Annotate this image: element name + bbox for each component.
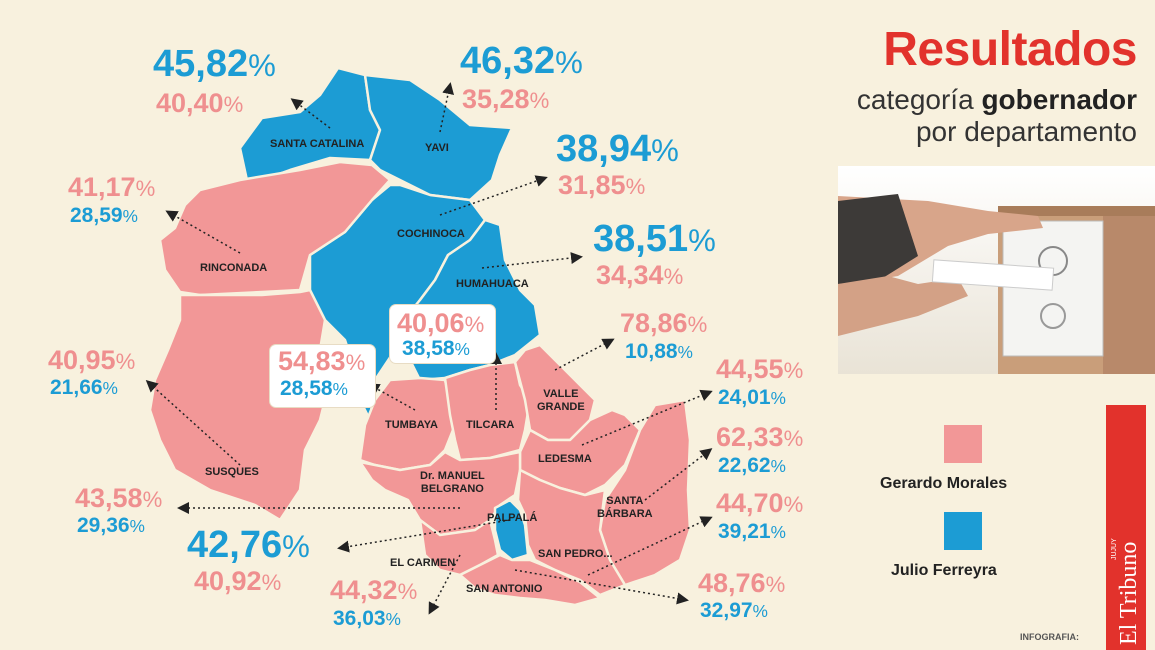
brand-region-text: JUJUY [1111,538,1118,560]
santa-catalina-ferreyra-pct: 45,82% [153,43,276,85]
tumbaya-ferreyra-pct: 28,58% [280,377,348,400]
brand-strip [1106,405,1146,650]
legend-label-ferreyra: Julio Ferreyra [891,562,997,579]
humahuaca-ferreyra-pct: 38,51% [593,218,716,260]
label-palpala: PALPALÁ [487,512,538,524]
san-antonio-ferreyra-pct: 32,97% [700,599,768,622]
palpala-ferreyra-pct: 42,76% [187,524,310,566]
santa-catalina-morales-pct: 40,40% [156,88,244,118]
page-subtitle: categoría gobernador por departamento [856,84,1137,148]
label-humahuaca: HUMAHUACA [456,278,529,290]
el-carmen-ferreyra-pct: 36,03% [333,607,401,630]
cochinoca-morales-pct: 31,85% [558,170,646,200]
page-title: Resultados [883,23,1137,76]
label-ledesma: LEDESMA [538,453,592,465]
ballot-box-photo [838,166,1155,374]
san-antonio-morales-pct: 48,76% [698,568,786,598]
label-cochinoca: COCHINOCA [397,228,465,240]
ledesma-ferreyra-pct: 24,01% [718,386,786,409]
dept-valle-grande[interactable] [513,343,597,442]
santa-barbara-morales-pct: 62,33% [716,422,804,452]
tilcara-morales-pct: 40,06% [397,308,485,338]
legend-swatch-ferreyra [944,512,982,550]
label-san-antonio: SAN ANTONIO [466,583,543,595]
dept-san-pedro[interactable] [516,468,627,597]
yavi-morales-pct: 35,28% [462,84,550,114]
infographic-credit: INFOGRAFIA: [1020,632,1079,642]
rinconada-morales-pct: 41,17% [68,172,156,202]
el-carmen-morales-pct: 44,32% [330,575,418,605]
valle-grande-morales-pct: 78,86% [620,308,708,338]
santa-barbara-ferreyra-pct: 22,62% [718,454,786,477]
susques-ferreyra-pct: 21,66% [50,376,118,399]
label-yavi: YAVI [425,142,449,154]
dept-tilcara[interactable] [443,360,532,462]
label-santa-barbara: SANTA BÁRBARA [597,495,653,520]
san-pedro-ferreyra-pct: 39,21% [718,520,786,543]
san-pedro-morales-pct: 44,70% [716,488,804,518]
label-san-pedro: SAN PEDRO... [538,548,613,560]
ledesma-morales-pct: 44,55% [716,354,804,384]
palpala-morales-pct: 40,92% [194,566,282,596]
cochinoca-ferreyra-pct: 38,94% [556,128,679,170]
belgrano-ferreyra-pct: 29,36% [77,514,145,537]
label-tumbaya: TUMBAYA [385,419,438,431]
legend-label-morales: Gerardo Morales [880,475,1008,492]
dept-san-antonio[interactable] [458,553,602,607]
belgrano-morales-pct: 43,58% [75,483,163,513]
susques-morales-pct: 40,95% [48,345,136,375]
brand-logo-text: El Tribuno [1116,541,1142,645]
label-el-carmen: EL CARMEN [390,557,456,569]
tilcara-ferreyra-pct: 38,58% [402,337,470,360]
tilcara-callout-box [390,305,495,363]
dept-belgrano[interactable] [358,450,522,537]
legend-swatch-morales [944,425,982,463]
label-susques: SUSQUES [205,466,259,478]
dept-palpala[interactable] [493,498,530,562]
label-tilcara: TILCARA [466,419,515,431]
label-belgrano: Dr. MANUEL BELGRANO [420,470,485,495]
tumbaya-morales-pct: 54,83% [278,346,366,376]
tumbaya-callout-box [270,345,375,407]
valle-grande-ferreyra-pct: 10,88% [625,340,693,363]
rinconada-ferreyra-pct: 28,59% [70,204,138,227]
label-santa-catalina: SANTA CATALINA [270,138,365,150]
label-rinconada: RINCONADA [200,262,268,274]
label-valle-grande: VALLE GRANDE [537,388,585,413]
yavi-ferreyra-pct: 46,32% [460,40,583,82]
humahuaca-morales-pct: 34,34% [596,260,684,290]
